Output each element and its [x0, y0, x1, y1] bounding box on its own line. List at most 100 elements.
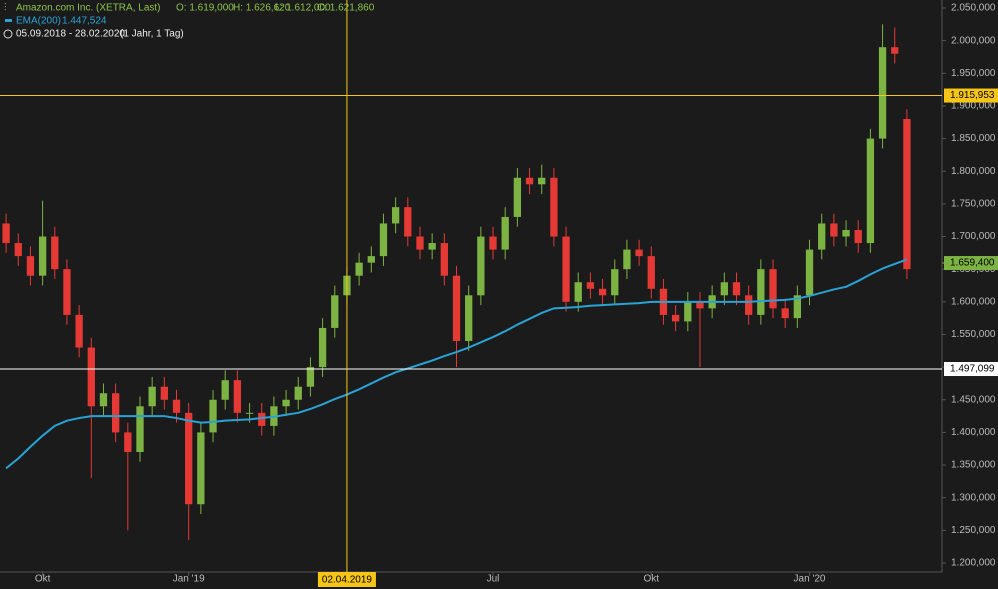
candle-body [757, 269, 765, 315]
candle-body [562, 236, 570, 302]
candle-body [197, 432, 205, 505]
ohlc: L: 1.612,000 [275, 3, 331, 14]
candle-body [245, 412, 254, 414]
candle-body [306, 367, 315, 387]
y-tick-label: 1.600,000 [951, 296, 996, 307]
ohlc: O: 1.619,000 [176, 3, 234, 14]
header: ⫶ Amazon.com Inc. (XETRA, Last) O: 1.619… [3, 3, 375, 40]
candle-body [769, 269, 777, 309]
candle-body [111, 393, 120, 433]
y-tick-label: 1.200,000 [951, 558, 996, 569]
candle-body [367, 256, 375, 263]
candle-body [404, 207, 412, 237]
level-badge [944, 88, 998, 103]
candle-body [160, 386, 168, 400]
indicator-value: 1.447,524 [62, 16, 107, 27]
candle-body [124, 432, 132, 452]
date-range: 05.09.2018 - 28.02.2020 [16, 29, 125, 40]
candle-body [842, 230, 850, 237]
y-tick-label: 1.800,000 [951, 166, 996, 177]
candle-body [63, 269, 71, 315]
candle-body [391, 207, 400, 224]
candle-body [611, 269, 619, 296]
y-tick-label: 1.550,000 [951, 329, 996, 340]
candle-body [38, 236, 47, 276]
candle-body [891, 47, 899, 54]
candle-body [635, 249, 643, 257]
candle-body [574, 282, 582, 302]
candle-body [282, 399, 290, 407]
candle-body [185, 412, 193, 505]
legend-swatch [5, 19, 12, 22]
candle-body [598, 288, 607, 296]
candle-body [696, 301, 704, 309]
y-tick-label: 2.050,000 [951, 3, 996, 14]
candle-body [75, 314, 83, 348]
y-tick-label: 1.400,000 [951, 427, 996, 438]
candle-body [866, 138, 875, 244]
y-tick-label: 1.250,000 [951, 525, 996, 536]
candle-body [720, 282, 728, 296]
candle-body [501, 216, 509, 250]
candle-body [586, 282, 595, 289]
y-tick-label: 1.850,000 [951, 133, 996, 144]
y-tick-label: 1.300,000 [951, 492, 996, 503]
candle-body [878, 47, 887, 139]
candle-body [233, 380, 242, 413]
candle-body [854, 230, 862, 244]
candle-body [136, 406, 144, 452]
icon: ⫶ [4, 3, 7, 14]
legend-label: EMA(200) [16, 16, 61, 27]
candle-body [745, 295, 753, 315]
clock-icon [3, 29, 13, 39]
x-tick-label: Jul [487, 574, 500, 585]
y-tick-label: 2.000,000 [951, 35, 996, 46]
ema-line [5, 258, 908, 470]
candle-body [331, 295, 339, 328]
candle-body [793, 295, 802, 319]
period: (1 Jahr, 1 Tag) [120, 29, 184, 40]
candle-body [26, 256, 35, 276]
x-tick-label: Okt [35, 574, 51, 585]
candle-body [99, 393, 108, 407]
candle-body [258, 412, 266, 426]
x-tick-label: Jan '20 [794, 574, 826, 585]
level-label: 1.659,400 [950, 258, 995, 269]
y-tick-label: 1.350,000 [951, 460, 996, 471]
crosshair-label: 02.04.2019 [322, 575, 372, 586]
y-tick-label: 1.750,000 [951, 199, 996, 210]
candle-body [781, 308, 789, 319]
level-label: 1.497,099 [950, 364, 995, 375]
y-tick-label: 1.900,000 [951, 101, 996, 112]
candle-body [513, 177, 522, 217]
candle-body [87, 347, 95, 407]
y-tick-label: 1.700,000 [951, 231, 996, 242]
candle-body [489, 236, 497, 250]
x-tick-label: Jan '19 [173, 574, 205, 585]
candle-body [294, 386, 302, 400]
candle-body [416, 236, 424, 250]
candle-body [623, 249, 631, 270]
candle-body [14, 243, 22, 257]
level-badge [944, 256, 998, 271]
y-tick-label: 1.950,000 [951, 68, 996, 79]
candle-body [550, 177, 558, 237]
candle-body [903, 119, 911, 270]
candle-body [221, 380, 229, 400]
candle-body [2, 223, 10, 244]
candle-body [830, 223, 838, 237]
x-tick-label: Okt [643, 574, 659, 585]
candle-body [732, 282, 741, 296]
candle-body [148, 386, 156, 407]
candle-body [818, 223, 826, 250]
candle-body [318, 327, 327, 368]
candle-body [671, 314, 680, 322]
candle-body [440, 243, 448, 276]
candle-body [647, 256, 655, 289]
instrument: Amazon.com Inc. (XETRA, Last) [16, 3, 161, 14]
candle-body [684, 301, 692, 322]
candle-body [805, 249, 814, 296]
candle-body [379, 223, 388, 257]
candle-body [209, 399, 217, 433]
